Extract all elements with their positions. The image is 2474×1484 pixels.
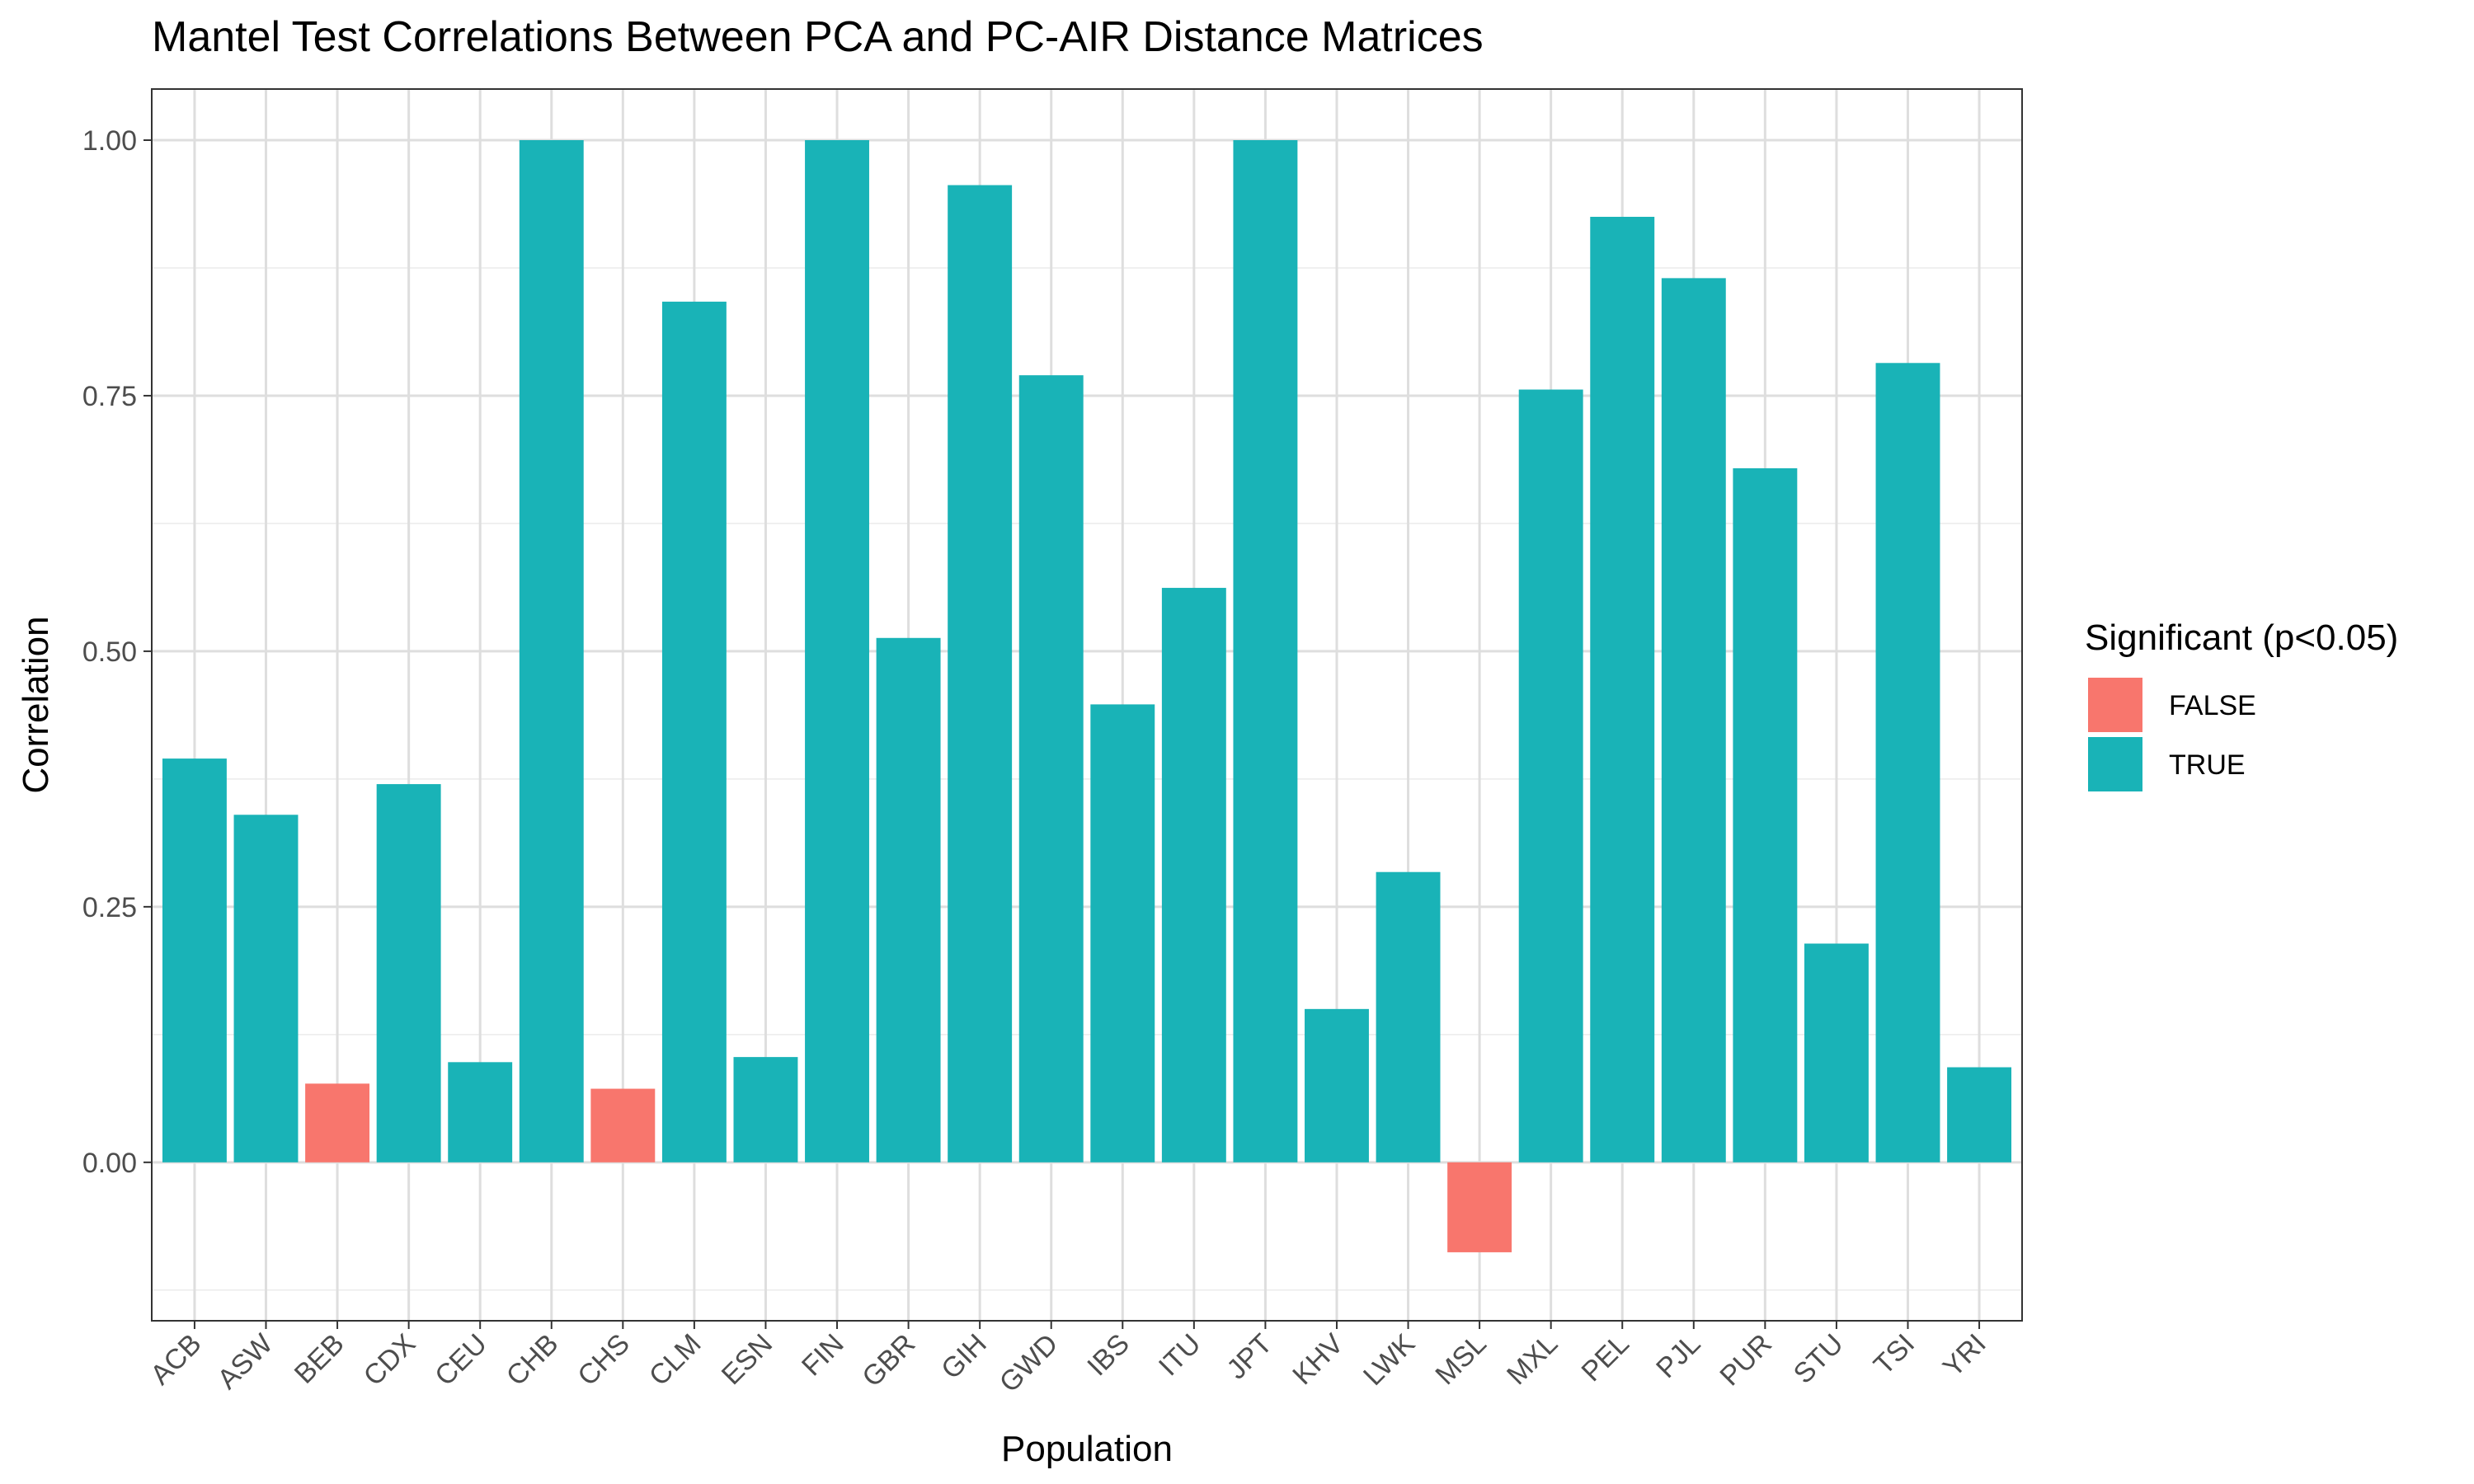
legend: Significant (p<0.05) FALSE TRUE [2085,618,2398,791]
bar-mxl [1518,389,1583,1162]
bar-chb [519,139,584,1162]
y-tick-label: 0.75 [82,381,137,412]
bar-gih [948,185,1013,1162]
x-tick-label: CLM [643,1328,708,1392]
x-tick-label: STU [1788,1328,1850,1390]
bar-beb [305,1083,370,1162]
plot-border [151,88,2023,1322]
x-tick-label: BEB [289,1328,350,1390]
y-axis-title: Correlation [16,616,56,793]
x-tick-label: ACB [144,1328,207,1391]
x-tick-label: GBR [856,1328,921,1393]
bar-fin [805,139,869,1162]
x-tick-label: KHV [1286,1328,1350,1392]
x-tick-label: LWK [1357,1328,1421,1392]
legend-label-true: TRUE [2169,749,2246,781]
x-tick-label: CHB [501,1328,565,1392]
bar-chs [590,1088,656,1162]
x-tick-label: MXL [1501,1328,1564,1391]
x-tick-label: ASW [212,1328,280,1396]
bar-yri [1947,1067,2012,1162]
bar-gbr [876,637,941,1162]
x-tick-label: PEL [1576,1328,1635,1388]
bar-clm [661,301,727,1162]
bar-gwd [1018,375,1084,1162]
legend-items: FALSE TRUE [2088,678,2256,791]
bar-tsi [1875,363,1940,1162]
bar-pjl [1661,278,1726,1162]
legend-title: Significant (p<0.05) [2085,618,2398,658]
x-tick-label: ITU [1153,1328,1207,1383]
bar-stu [1804,943,1869,1162]
x-tick-label: FIN [796,1328,850,1383]
x-tick-label: JPT [1221,1328,1278,1386]
x-tick-label: CDX [358,1328,422,1392]
bars [162,139,2012,1252]
x-axis: ACB ASW BEB CDX CEU CHB CHS CLM ESN FIN GBR GIH GWD I… [144,1321,1992,1398]
x-tick-label: YRI [1937,1328,1992,1383]
legend-swatch-true [2088,737,2142,791]
bar-cdx [376,784,441,1162]
x-tick-label: IBS [1081,1328,1136,1383]
bar-lwk [1376,871,1441,1162]
bar-ceu [448,1062,513,1162]
x-tick-label: PJL [1650,1328,1706,1384]
y-tick-label: 0.00 [82,1148,137,1179]
x-tick-label: PUR [1714,1328,1778,1392]
x-tick-label: ESN [716,1328,778,1391]
bar-pur [1733,467,1798,1162]
y-tick-label: 1.00 [82,125,137,157]
x-axis-title: Population [1001,1429,1173,1469]
x-tick-label: GWD [994,1328,1065,1399]
y-tick-label: 0.50 [82,636,137,668]
bar-asw [233,815,299,1162]
x-tick-label: TSI [1868,1328,1921,1381]
bar-khv [1305,1008,1369,1162]
legend-label-false: FALSE [2169,690,2256,721]
y-tick-label: 0.25 [82,892,137,923]
x-tick-label: MSL [1429,1328,1492,1391]
bar-acb [162,758,227,1162]
bar-msl [1447,1162,1512,1252]
bar-esn [733,1057,798,1162]
bar-pel [1590,216,1655,1162]
x-tick-label: CHS [571,1328,636,1392]
bar-jpt [1233,139,1298,1162]
y-axis: 0.00 0.25 0.50 0.75 1.00 [82,125,152,1179]
bar-ibs [1090,704,1155,1162]
bar-itu [1161,588,1226,1162]
x-tick-label: GIH [935,1328,993,1386]
chart-title: Mantel Test Correlations Between PCA and… [152,13,1484,61]
legend-swatch-false [2088,678,2142,732]
x-tick-label: CEU [429,1328,493,1392]
